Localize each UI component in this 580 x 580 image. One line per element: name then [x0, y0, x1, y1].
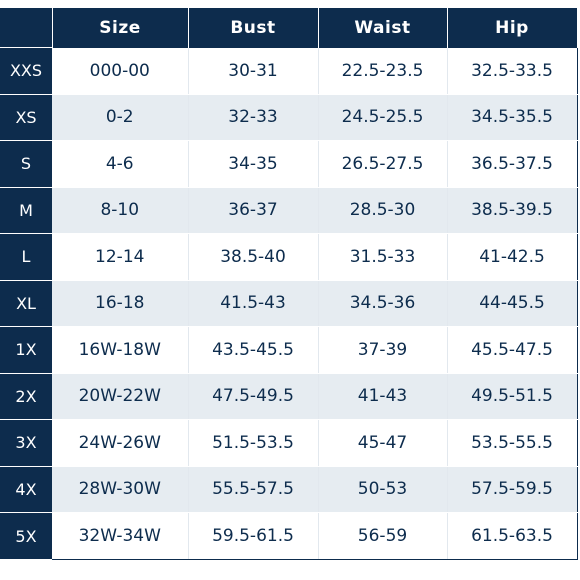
row-label-cell: 2X [0, 372, 52, 420]
table-row: 5X 32W-34W 59.5-61.5 56-59 61.5-63.5 [0, 512, 578, 560]
column-header-hip: Hip [447, 8, 578, 48]
waist-cell: 24.5-25.5 [318, 94, 448, 141]
hip-cell: 57.5-59.5 [447, 466, 578, 513]
table-row: 4X 28W-30W 55.5-57.5 50-53 57.5-59.5 [0, 465, 578, 513]
size-cell: 24W-26W [52, 419, 189, 467]
row-label-cell: XXS [0, 47, 52, 94]
waist-cell: 41-43 [318, 373, 448, 420]
bust-cell: 51.5-53.5 [188, 419, 319, 467]
header-row: Size Bust Waist Hip [0, 8, 578, 48]
row-label-cell: 1X [0, 326, 52, 373]
table-row: M 8-10 36-37 28.5-30 38.5-39.5 [0, 186, 578, 234]
waist-cell: 26.5-27.5 [318, 140, 448, 188]
hip-cell: 53.5-55.5 [447, 419, 578, 467]
waist-cell: 45-47 [318, 419, 448, 467]
row-label-cell: L [0, 233, 52, 280]
table-row: 3X 24W-26W 51.5-53.5 45-47 53.5-55.5 [0, 419, 578, 467]
bust-cell: 36-37 [188, 187, 319, 234]
row-label-cell: 5X [0, 512, 52, 559]
row-label-cell: M [0, 186, 52, 234]
waist-cell: 22.5-23.5 [318, 47, 448, 95]
hip-cell: 49.5-51.5 [447, 373, 578, 420]
table-row: XS 0-2 32-33 24.5-25.5 34.5-35.5 [0, 93, 578, 141]
size-cell: 12-14 [52, 233, 189, 281]
bust-cell: 32-33 [188, 94, 319, 141]
bust-cell: 55.5-57.5 [188, 466, 319, 513]
table-row: L 12-14 38.5-40 31.5-33 41-42.5 [0, 233, 578, 281]
header-corner-cell [0, 8, 53, 48]
column-header-bust: Bust [188, 8, 319, 48]
bust-cell: 41.5-43 [188, 280, 319, 327]
table-body: XXS 000-00 30-31 22.5-23.5 32.5-33.5 XS 0-2 32-… [0, 47, 578, 560]
column-header-waist: Waist [318, 8, 448, 48]
waist-cell: 50-53 [318, 466, 448, 513]
waist-cell: 31.5-33 [318, 233, 448, 281]
waist-cell: 34.5-36 [318, 280, 448, 327]
row-label-cell: S [0, 140, 52, 187]
size-cell: 16W-18W [52, 326, 189, 374]
waist-cell: 28.5-30 [318, 187, 448, 234]
bust-cell: 43.5-45.5 [188, 326, 319, 374]
hip-cell: 32.5-33.5 [447, 47, 578, 95]
bust-cell: 38.5-40 [188, 233, 319, 281]
table-row: XXS 000-00 30-31 22.5-23.5 32.5-33.5 [0, 47, 578, 95]
hip-cell: 45.5-47.5 [447, 326, 578, 374]
size-chart-table: Size Bust Waist Hip XXS 000-00 30-31 22.5-2… [0, 8, 578, 560]
hip-cell: 38.5-39.5 [447, 187, 578, 234]
row-label-cell: 4X [0, 465, 52, 513]
size-chart: Size Bust Waist Hip XXS 000-00 30-31 22.5-2… [0, 8, 580, 560]
table-row: 1X 16W-18W 43.5-45.5 37-39 45.5-47.5 [0, 326, 578, 374]
hip-cell: 34.5-35.5 [447, 94, 578, 141]
table-row: XL 16-18 41.5-43 34.5-36 44-45.5 [0, 279, 578, 327]
bust-cell: 34-35 [188, 140, 319, 188]
column-header-size: Size [52, 8, 189, 48]
waist-cell: 56-59 [318, 512, 448, 560]
hip-cell: 41-42.5 [447, 233, 578, 281]
hip-cell: 36.5-37.5 [447, 140, 578, 188]
row-label-cell: XL [0, 279, 52, 327]
size-cell: 20W-22W [52, 373, 189, 420]
hip-cell: 61.5-63.5 [447, 512, 578, 560]
row-label-cell: XS [0, 93, 52, 141]
table-header: Size Bust Waist Hip [0, 8, 578, 48]
size-cell: 8-10 [52, 187, 189, 234]
size-cell: 32W-34W [52, 512, 189, 560]
size-cell: 4-6 [52, 140, 189, 188]
hip-cell: 44-45.5 [447, 280, 578, 327]
size-cell: 28W-30W [52, 466, 189, 513]
bust-cell: 30-31 [188, 47, 319, 95]
table-row: S 4-6 34-35 26.5-27.5 36.5-37.5 [0, 140, 578, 188]
size-cell: 0-2 [52, 94, 189, 141]
table-row: 2X 20W-22W 47.5-49.5 41-43 49.5-51.5 [0, 372, 578, 420]
row-label-cell: 3X [0, 419, 52, 466]
size-cell: 16-18 [52, 280, 189, 327]
waist-cell: 37-39 [318, 326, 448, 374]
bust-cell: 59.5-61.5 [188, 512, 319, 560]
bust-cell: 47.5-49.5 [188, 373, 319, 420]
size-cell: 000-00 [52, 47, 189, 95]
